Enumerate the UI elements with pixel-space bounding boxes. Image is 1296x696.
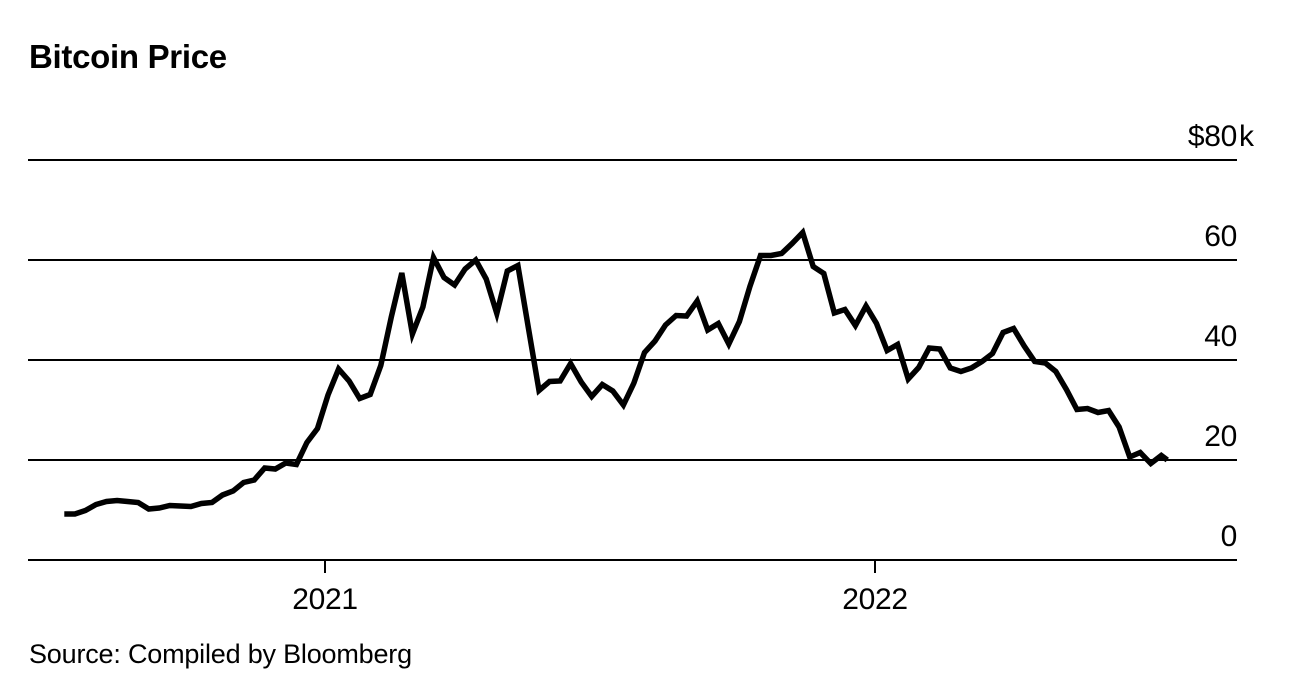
y-axis-label: 40: [1204, 320, 1237, 353]
source-note: Source: Compiled by Bloomberg: [29, 639, 412, 669]
y-axis-label: 60: [1204, 220, 1237, 253]
price-line: [64, 227, 1169, 517]
y-axis-label: $80: [1188, 120, 1237, 153]
x-axis-label: 2022: [842, 583, 908, 616]
x-axis-label: 2021: [292, 583, 358, 616]
y-axis-label-suffix: k: [1239, 120, 1255, 153]
y-axis-label: 20: [1204, 420, 1237, 453]
y-axis-label: 0: [1221, 520, 1237, 553]
page-title: Bitcoin Price: [29, 38, 227, 75]
